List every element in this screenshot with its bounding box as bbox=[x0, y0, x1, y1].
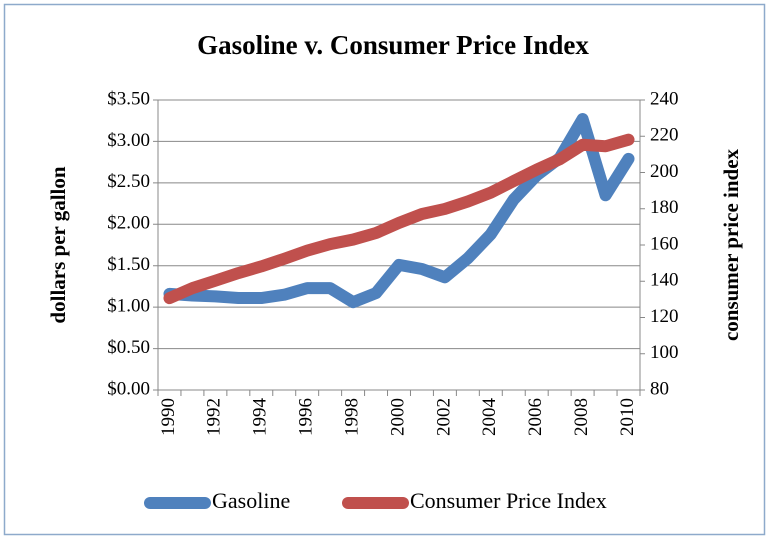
x-tick-label: 1992 bbox=[204, 398, 225, 436]
series-line bbox=[163, 133, 635, 305]
y2-tick-label: 140 bbox=[650, 270, 679, 291]
y-tick-label: $3.00 bbox=[107, 130, 150, 151]
x-tick-label: 1996 bbox=[296, 398, 317, 436]
y-tick-label: $1.00 bbox=[107, 296, 150, 317]
chart-title: Gasoline v. Consumer Price Index bbox=[197, 30, 589, 60]
y-tick-label: $2.50 bbox=[107, 171, 150, 192]
y2-axis-label: consumer price index bbox=[719, 148, 743, 341]
x-tick-label: 2008 bbox=[571, 398, 592, 436]
y2-tick-label: 200 bbox=[650, 161, 679, 182]
x-tick-label: 2002 bbox=[433, 398, 454, 436]
y-tick-label: $2.00 bbox=[107, 213, 150, 234]
y2-tick-label: 120 bbox=[650, 306, 679, 327]
y-tick-label: $0.00 bbox=[107, 378, 150, 399]
y2-tick-label: 160 bbox=[650, 233, 679, 254]
y2-tick-label: 80 bbox=[650, 378, 669, 399]
x-tick-label: 2006 bbox=[525, 398, 546, 436]
x-tick-label: 1998 bbox=[341, 398, 362, 436]
y2-tick-label: 180 bbox=[650, 197, 679, 218]
x-tick-label: 1994 bbox=[250, 398, 271, 437]
y-tick-label: $3.50 bbox=[107, 88, 150, 109]
x-tick-label: 1990 bbox=[158, 398, 179, 436]
x-tick-label: 2000 bbox=[387, 398, 408, 436]
y-tick-label: $0.50 bbox=[107, 337, 150, 358]
legend-label: Gasoline bbox=[212, 488, 290, 513]
y2-tick-label: 240 bbox=[650, 88, 679, 109]
chart-border bbox=[3, 3, 766, 536]
x-tick-label: 2004 bbox=[479, 398, 500, 437]
x-tick-label: 2010 bbox=[617, 398, 638, 436]
y2-tick-label: 220 bbox=[650, 125, 679, 146]
y-tick-label: $1.50 bbox=[107, 254, 150, 275]
y2-tick-label: 100 bbox=[650, 342, 679, 363]
legend-label: Consumer Price Index bbox=[410, 488, 607, 513]
y-axis-label: dollars per gallon bbox=[46, 166, 70, 323]
